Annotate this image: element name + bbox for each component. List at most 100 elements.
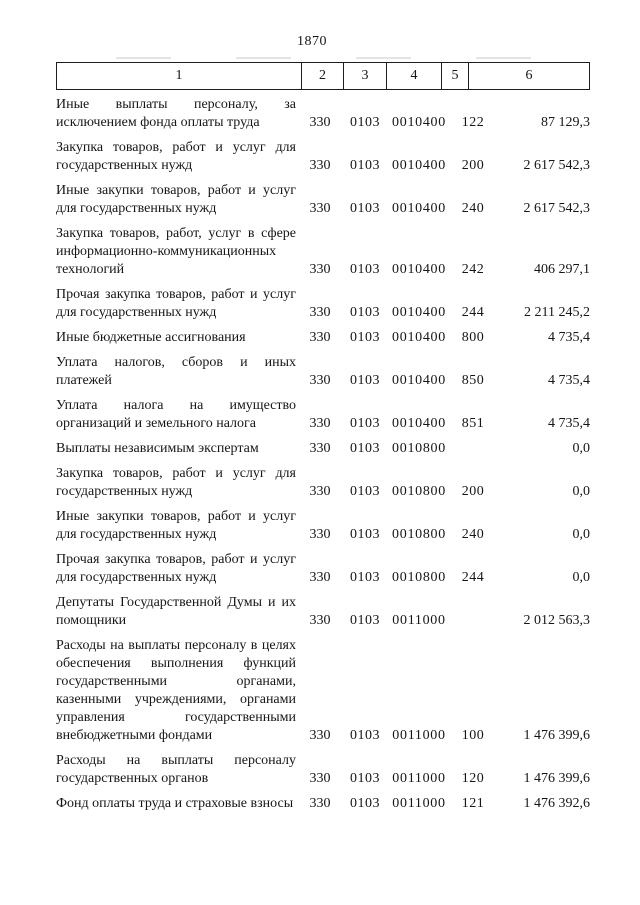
table-row: Закупка товаров, работ, услуг в сфере ин… (56, 225, 590, 279)
row-code-col3: 0103 (350, 373, 380, 388)
row-amount: 0,0 (572, 484, 591, 499)
row-code-col2: 330 (309, 728, 331, 743)
row-description: Уплата налога на имущество организаций и… (56, 398, 296, 431)
row-code-col3: 0103 (350, 201, 380, 216)
row-code-col5: 242 (461, 262, 485, 277)
table-row: Расходы на выплаты персоналу государстве… (56, 752, 590, 788)
row-code-col5: 244 (461, 305, 485, 320)
row-code-col5: 244 (461, 570, 485, 585)
table-header-cell-5: 5 (441, 63, 468, 89)
row-code-col4: 0010400 (392, 305, 446, 320)
row-code-col4: 0010400 (392, 330, 446, 345)
table-row: Фонд оплаты труда и страховые взносы 330… (56, 795, 590, 813)
row-code-col3: 0103 (350, 570, 380, 585)
row-code-col3: 0103 (350, 416, 380, 431)
table-header-cell-2: 2 (301, 63, 343, 89)
row-code-col2: 330 (309, 613, 331, 628)
table-row: Уплата налога на имущество организаций и… (56, 397, 590, 433)
row-code-col2: 330 (309, 201, 331, 216)
row-description: Иные выплаты персоналу, за исключением ф… (56, 97, 296, 130)
row-code-col3: 0103 (350, 441, 380, 456)
row-description: Иные закупки товаров, работ и услуг для … (56, 183, 296, 216)
row-description: Прочая закупка товаров, работ и услуг дл… (56, 287, 296, 320)
row-code-col2: 330 (309, 796, 331, 811)
row-description: Выплаты независимым экспертам (56, 441, 259, 456)
row-code-col4: 0010800 (392, 484, 446, 499)
row-code-col4: 0010400 (392, 262, 446, 277)
row-amount: 87 129,3 (541, 115, 590, 130)
budget-table: 1 2 3 4 5 6 Иные выплаты персоналу, за и… (56, 57, 590, 813)
row-amount: 1 476 399,6 (523, 771, 591, 786)
table-header-cell-1: 1 (175, 68, 183, 83)
row-code-col3: 0103 (350, 771, 380, 786)
table-row: Закупка товаров, работ и услуг для госуд… (56, 139, 590, 175)
row-code-col2: 330 (309, 527, 331, 542)
table-row: Иные закупки товаров, работ и услуг для … (56, 508, 590, 544)
row-amount: 1 476 399,6 (523, 728, 591, 743)
row-description: Расходы на выплаты персоналу государстве… (56, 753, 296, 786)
row-code-col5: 240 (461, 201, 485, 216)
row-code-col5: 121 (461, 796, 485, 811)
row-code-col3: 0103 (350, 527, 380, 542)
table-row: Закупка товаров, работ и услуг для госуд… (56, 465, 590, 501)
row-code-col2: 330 (309, 570, 331, 585)
row-code-col2: 330 (309, 373, 331, 388)
row-code-col5: 122 (461, 115, 485, 130)
row-description: Закупка товаров, работ и услуг для госуд… (56, 466, 296, 499)
row-amount: 406 297,1 (534, 262, 590, 277)
row-description: Иные бюджетные ассигнования (56, 330, 246, 345)
row-code-col2: 330 (309, 416, 331, 431)
table-header-cell-4: 4 (386, 63, 441, 89)
row-amount: 2 012 563,3 (523, 613, 591, 628)
row-code-col2: 330 (309, 158, 331, 173)
row-code-col3: 0103 (350, 728, 380, 743)
row-code-col5: 120 (461, 771, 485, 786)
table-row: Прочая закупка товаров, работ и услуг дл… (56, 551, 590, 587)
row-code-col3: 0103 (350, 796, 380, 811)
row-amount: 0,0 (572, 527, 591, 542)
row-description: Закупка товаров, работ и услуг для госуд… (56, 140, 296, 173)
row-description: Фонд оплаты труда и страховые взносы (56, 796, 294, 811)
row-amount: 0,0 (572, 570, 591, 585)
page-number: 1870 (297, 34, 327, 49)
row-code-col4: 0010400 (392, 373, 446, 388)
row-description: Депутаты Государственной Думы и их помощ… (56, 595, 296, 628)
table-header-cell-3: 3 (343, 63, 386, 89)
row-code-col4: 0010400 (392, 158, 446, 173)
row-code-col4: 0011000 (392, 728, 446, 743)
row-code-col4: 0010400 (392, 201, 446, 216)
row-code-col3: 0103 (350, 613, 380, 628)
row-code-col2: 330 (309, 771, 331, 786)
table-row: Уплата налогов, сборов и иных платежей 3… (56, 354, 590, 390)
row-amount: 2 211 245,2 (524, 305, 590, 320)
row-code-col5: 850 (461, 373, 485, 388)
row-code-col4: 0010400 (392, 115, 446, 130)
row-code-col4: 0010800 (392, 441, 446, 456)
table-row: Иные выплаты персоналу, за исключением ф… (56, 96, 590, 132)
row-code-col3: 0103 (350, 330, 380, 345)
row-description: Иные закупки товаров, работ и услуг для … (56, 509, 296, 542)
row-amount: 4 735,4 (548, 330, 590, 345)
row-description: Прочая закупка товаров, работ и услуг дл… (56, 552, 296, 585)
row-description: Уплата налогов, сборов и иных платежей (56, 355, 296, 388)
row-code-col5: 851 (461, 416, 485, 431)
row-code-col4: 0010800 (392, 570, 446, 585)
table-row: Иные закупки товаров, работ и услуг для … (56, 182, 590, 218)
row-amount: 2 617 542,3 (523, 158, 591, 173)
row-code-col3: 0103 (350, 484, 380, 499)
row-code-col5: 100 (461, 728, 485, 743)
table-body: Иные выплаты персоналу, за исключением ф… (56, 96, 590, 813)
row-description: Расходы на выплаты персоналу в целях обе… (56, 638, 296, 743)
row-amount: 4 735,4 (548, 373, 590, 388)
table-row: Депутаты Государственной Думы и их помощ… (56, 594, 590, 630)
table-row: Прочая закупка товаров, работ и услуг дл… (56, 286, 590, 322)
row-code-col2: 330 (309, 330, 331, 345)
row-code-col4: 0011000 (392, 613, 446, 628)
row-code-col2: 330 (309, 305, 331, 320)
row-code-col4: 0011000 (392, 771, 446, 786)
table-header-cell-6: 6 (468, 63, 589, 89)
row-code-col5: 200 (461, 484, 485, 499)
row-amount: 4 735,4 (548, 416, 590, 431)
row-code-col2: 330 (309, 115, 331, 130)
